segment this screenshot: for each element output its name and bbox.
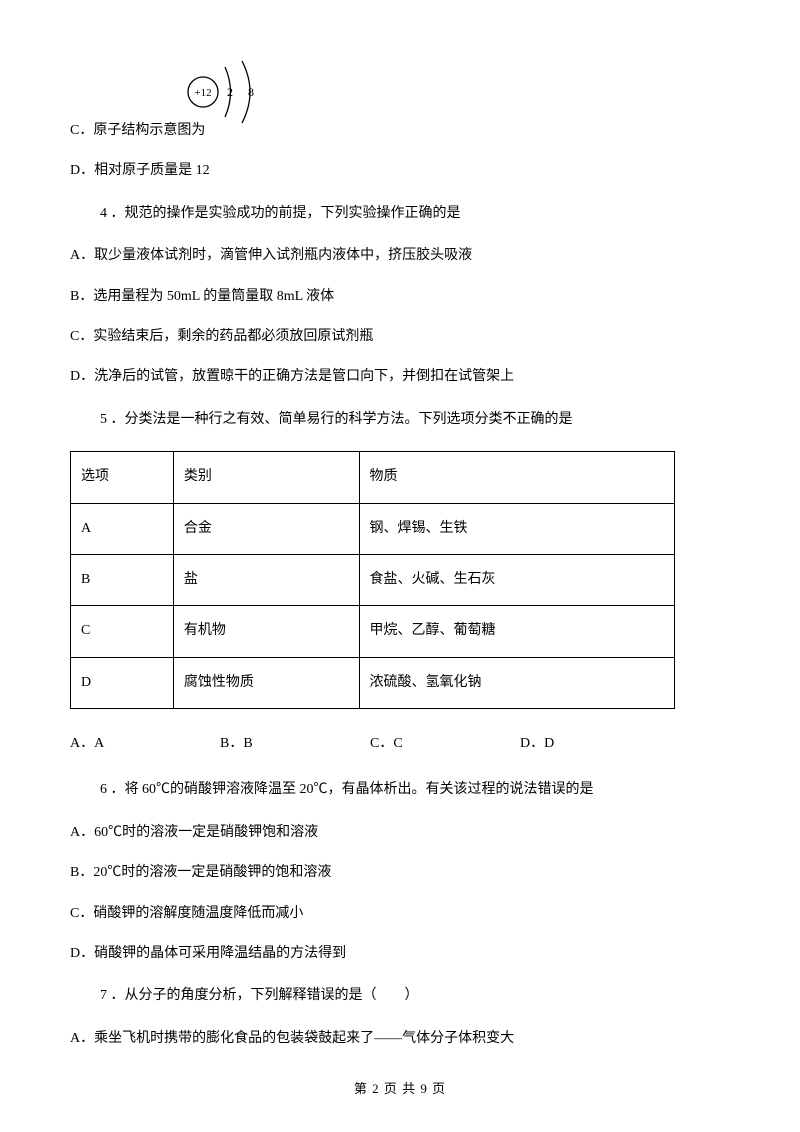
option-d-text: D．相对原子质量是 12 [70, 160, 210, 182]
q6-option-b: B．20℃时的溶液一定是硝酸钾的饱和溶液 [70, 862, 730, 884]
table-row: C 有机物 甲烷、乙醇、葡萄糖 [71, 606, 675, 657]
cell: 腐蚀性物质 [173, 657, 359, 708]
cell: 浓硫酸、氢氧化钠 [359, 657, 674, 708]
q6-option-c: C．硝酸钾的溶解度随温度降低而减小 [70, 903, 730, 925]
q5-choice-b: B．B [220, 733, 370, 755]
table-header-row: 选项 类别 物质 [71, 452, 675, 503]
q4-stem: 4 ．规范的操作是实验成功的前提，下列实验操作正确的是 [100, 203, 730, 225]
q6-option-d: D．硝酸钾的晶体可采用降温结晶的方法得到 [70, 943, 730, 965]
atom-shell-1: 2 [227, 85, 233, 99]
header-category: 类别 [173, 452, 359, 503]
cell: C [71, 606, 174, 657]
q5-choice-c: C．C [370, 733, 520, 755]
cell: A [71, 503, 174, 554]
q4-option-b: B．选用量程为 50mL 的量筒量取 8mL 液体 [70, 286, 730, 308]
cell: B [71, 554, 174, 605]
q5-choices: A．A B．B C．C D．D [70, 733, 730, 755]
header-option: 选项 [71, 452, 174, 503]
option-d-mass: D．相对原子质量是 12 [70, 160, 730, 182]
q4-option-d: D．洗净后的试管，放置晾干的正确方法是管口向下，并倒扣在试管架上 [70, 366, 730, 388]
atom-core-label: +12 [194, 87, 211, 99]
q6-stem: 6 ．将 60℃的硝酸钾溶液降温至 20℃，有晶体析出。有关该过程的说法错误的是 [100, 779, 730, 801]
q4-option-a: A．取少量液体试剂时，滴管伸入试剂瓶内液体中，挤压胶头吸液 [70, 245, 730, 267]
cell: 钢、焊锡、生铁 [359, 503, 674, 554]
cell: 合金 [173, 503, 359, 554]
cell: 盐 [173, 554, 359, 605]
page-footer: 第 2 页 共 9 页 [0, 1079, 800, 1100]
classification-table: 选项 类别 物质 A 合金 钢、焊锡、生铁 B 盐 食盐、火碱、生石灰 C 有机… [70, 451, 675, 709]
cell: D [71, 657, 174, 708]
header-substance: 物质 [359, 452, 674, 503]
cell: 甲烷、乙醇、葡萄糖 [359, 606, 674, 657]
table-row: D 腐蚀性物质 浓硫酸、氢氧化钠 [71, 657, 675, 708]
q5-choice-d: D．D [520, 733, 670, 755]
table-row: A 合金 钢、焊锡、生铁 [71, 503, 675, 554]
table-row: B 盐 食盐、火碱、生石灰 [71, 554, 675, 605]
q4-option-c: C．实验结束后，剩余的药品都必须放回原试剂瓶 [70, 326, 730, 348]
atom-shell-2: 8 [248, 85, 254, 99]
q7-stem: 7 ．从分子的角度分析，下列解释错误的是（ ） [100, 985, 730, 1007]
cell: 食盐、火碱、生石灰 [359, 554, 674, 605]
q7-option-a: A．乘坐飞机时携带的膨化食品的包装袋鼓起来了——气体分子体积变大 [70, 1028, 730, 1050]
q6-option-a: A．60℃时的溶液一定是硝酸钾饱和溶液 [70, 822, 730, 844]
q5-stem: 5 ．分类法是一种行之有效、简单易行的科学方法。下列选项分类不正确的是 [100, 409, 730, 431]
cell: 有机物 [173, 606, 359, 657]
atom-structure-diagram: +12 2 8 [180, 55, 280, 130]
option-c-atom: C．原子结构示意图为 [70, 120, 730, 142]
q5-choice-a: A．A [70, 733, 220, 755]
